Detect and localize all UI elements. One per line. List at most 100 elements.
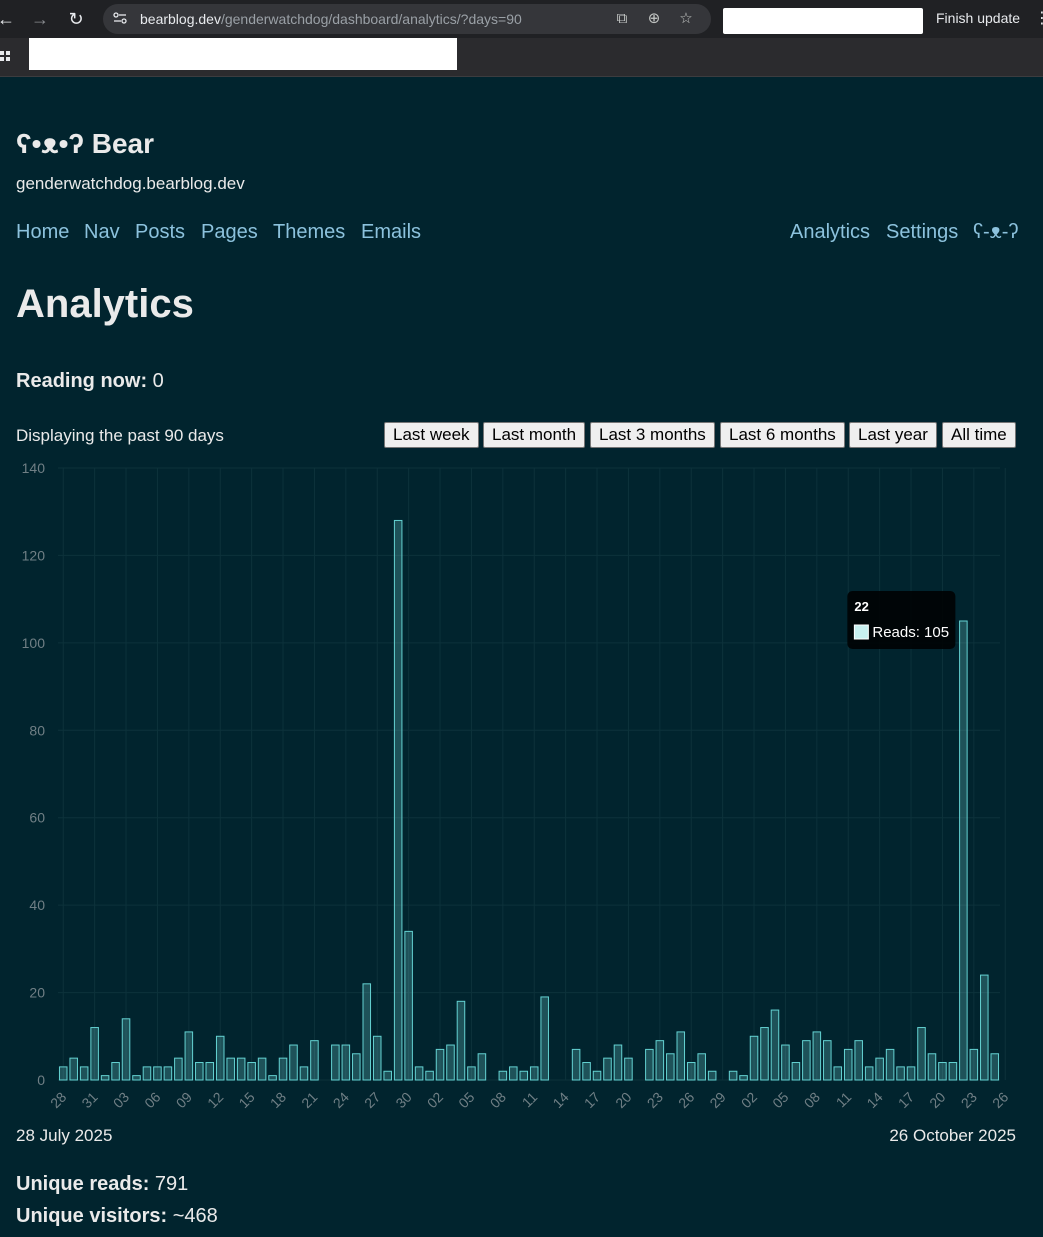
bar[interactable] (257, 1057, 267, 1081)
bar[interactable] (927, 1053, 937, 1081)
last-year-button[interactable]: Last year (849, 422, 937, 448)
bar[interactable] (341, 1044, 351, 1081)
last-3-months-button[interactable]: Last 3 months (590, 422, 715, 448)
bar[interactable] (278, 1057, 288, 1081)
bar[interactable] (770, 1009, 780, 1081)
bar[interactable] (174, 1057, 183, 1081)
bar[interactable] (571, 1048, 581, 1081)
bar[interactable] (906, 1066, 916, 1081)
bar[interactable] (163, 1066, 173, 1081)
bar[interactable] (875, 1057, 884, 1081)
last-week-button[interactable]: Last week (384, 422, 479, 448)
translate-icon[interactable]: ⧉ (616, 10, 628, 27)
bar[interactable] (498, 1070, 508, 1081)
bar[interactable] (676, 1031, 686, 1081)
bar[interactable] (823, 1040, 832, 1081)
bar[interactable] (864, 1066, 874, 1081)
site-logo[interactable]: ʕ•ᴥ•ʔ Bear (16, 128, 155, 159)
bar[interactable] (519, 1070, 529, 1081)
bar[interactable] (456, 1000, 466, 1081)
bar[interactable] (802, 1040, 811, 1081)
nav-pages[interactable]: Pages (201, 221, 258, 243)
bar[interactable] (592, 1070, 602, 1081)
bar[interactable] (603, 1057, 612, 1081)
bar[interactable] (686, 1062, 696, 1081)
nav-home[interactable]: Home (16, 221, 70, 243)
bar[interactable] (215, 1035, 225, 1081)
nav-emails[interactable]: Emails (361, 221, 422, 243)
bar[interactable] (613, 1044, 623, 1081)
bar[interactable] (843, 1048, 853, 1081)
bar[interactable] (833, 1066, 843, 1081)
bar[interactable] (666, 1053, 675, 1081)
bar[interactable] (781, 1044, 790, 1081)
bar[interactable] (393, 519, 403, 1081)
bar[interactable] (299, 1066, 309, 1081)
bookmark-star-icon[interactable]: ☆ (679, 10, 693, 27)
bar[interactable] (624, 1057, 633, 1081)
nav-analytics[interactable]: Analytics (790, 221, 871, 243)
menu-dots-icon[interactable]: ⋮ (1034, 10, 1043, 27)
bar[interactable] (226, 1057, 235, 1081)
bar[interactable] (938, 1062, 947, 1081)
zoom-icon[interactable]: ⊕ (647, 10, 661, 27)
bar[interactable] (509, 1066, 518, 1081)
bar[interactable] (540, 996, 549, 1081)
nav-account[interactable]: ʕ-ᴥ-ʔ (973, 221, 1019, 243)
bar[interactable] (142, 1066, 152, 1081)
site-info-icon[interactable] (113, 11, 127, 25)
bar[interactable] (896, 1066, 905, 1081)
forward-icon[interactable]: → (31, 9, 49, 29)
nav-settings[interactable]: Settings (886, 221, 959, 243)
nav-themes[interactable]: Themes (273, 221, 346, 243)
bar[interactable] (153, 1066, 162, 1081)
bar[interactable] (529, 1066, 539, 1081)
bar[interactable] (854, 1040, 863, 1081)
bar[interactable] (236, 1057, 246, 1081)
bar[interactable] (90, 1027, 99, 1081)
bar[interactable] (948, 1062, 958, 1081)
bar[interactable] (247, 1062, 256, 1081)
bar[interactable] (885, 1048, 895, 1081)
back-icon[interactable]: ← (0, 9, 15, 29)
all-time-button[interactable]: All time (942, 422, 1016, 448)
profile-area[interactable] (723, 8, 923, 34)
bar[interactable] (425, 1070, 434, 1081)
last-6-months-button[interactable]: Last 6 months (720, 422, 845, 448)
bar[interactable] (749, 1035, 759, 1081)
bar[interactable] (645, 1048, 654, 1081)
finish-update-button[interactable]: Finish update (936, 10, 1021, 26)
bar[interactable] (582, 1062, 591, 1081)
address-bar[interactable]: bearblog.dev/genderwatchdog/dashboard/an… (103, 4, 711, 34)
bar[interactable] (205, 1062, 215, 1081)
bar[interactable] (739, 1075, 748, 1081)
bar[interactable] (331, 1044, 340, 1081)
bar[interactable] (310, 1040, 319, 1081)
bar[interactable] (69, 1057, 78, 1081)
bar[interactable] (195, 1062, 204, 1081)
bar[interactable] (760, 1027, 769, 1081)
bar[interactable] (289, 1044, 298, 1081)
bar[interactable] (728, 1070, 738, 1081)
reload-icon[interactable]: ↻ (68, 9, 84, 29)
bar[interactable] (352, 1053, 361, 1081)
bar[interactable] (959, 620, 968, 1081)
bar[interactable] (121, 1018, 131, 1081)
bar[interactable] (268, 1075, 277, 1081)
apps-grid-icon[interactable] (0, 49, 11, 63)
bar[interactable] (184, 1031, 194, 1081)
last-month-button[interactable]: Last month (483, 422, 586, 448)
bar[interactable] (383, 1070, 392, 1081)
bar[interactable] (446, 1044, 455, 1081)
bar[interactable] (372, 1035, 382, 1081)
bar[interactable] (791, 1062, 801, 1081)
bar[interactable] (917, 1027, 926, 1081)
bar[interactable] (362, 983, 372, 1081)
bar[interactable] (980, 974, 989, 1081)
bar[interactable] (990, 1053, 1000, 1081)
bar[interactable] (79, 1066, 89, 1081)
nav-nav[interactable]: Nav (84, 221, 120, 243)
bar[interactable] (404, 930, 413, 1081)
bar[interactable] (467, 1066, 476, 1081)
